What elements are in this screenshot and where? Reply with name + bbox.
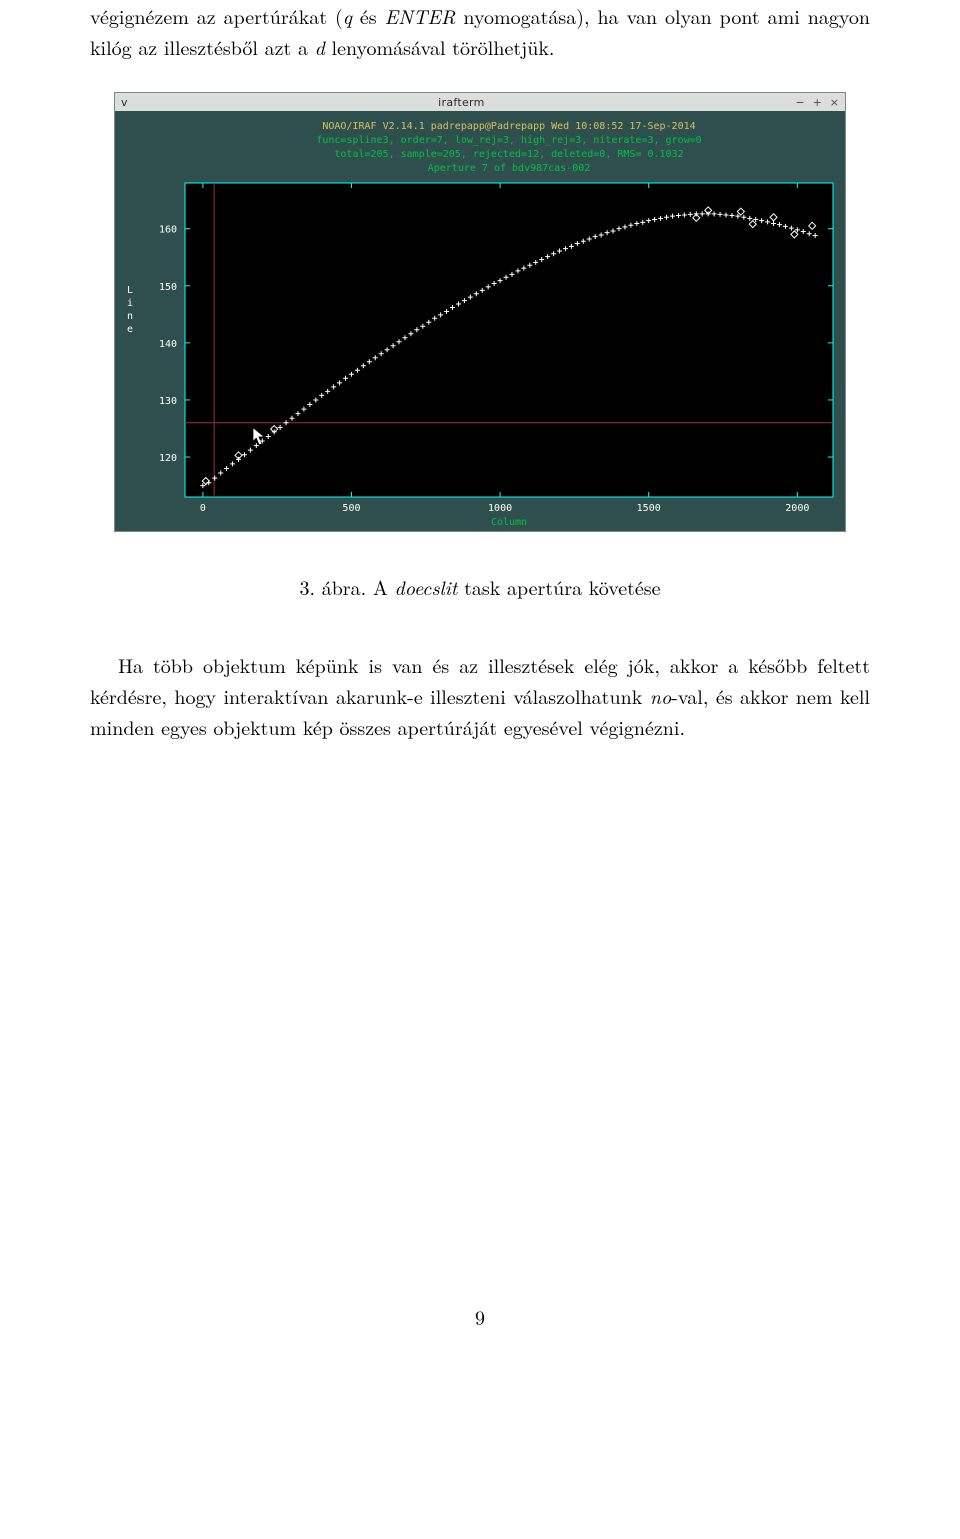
svg-text:120: 120: [159, 453, 177, 464]
svg-text:160: 160: [159, 225, 177, 236]
iraf-plot: NOAO/IRAF V2.14.1 padrepapp@Padrepapp We…: [115, 111, 845, 531]
svg-text:L: L: [127, 285, 133, 296]
window-title: irafterm: [128, 96, 796, 109]
svg-text:150: 150: [159, 282, 177, 293]
svg-text:i: i: [127, 298, 133, 309]
svg-text:140: 140: [159, 339, 177, 350]
svg-text:130: 130: [159, 396, 177, 407]
svg-text:500: 500: [342, 503, 360, 514]
figure-caption: 3. ábra. A doecslit task apertúra követé…: [90, 572, 870, 601]
page-number: 9: [90, 1302, 870, 1331]
body-text-top: végignézem az apertúrákat (q és ENTER ny…: [90, 0, 870, 62]
svg-text:Aperture 7 of bdv987cas-002: Aperture 7 of bdv987cas-002: [428, 163, 591, 174]
close-icon[interactable]: ×: [830, 96, 839, 109]
svg-text:2000: 2000: [785, 503, 809, 514]
svg-text:NOAO/IRAF V2.14.1 padrepapp@Pa: NOAO/IRAF V2.14.1 padrepapp@Padrepapp We…: [322, 121, 695, 132]
svg-text:1000: 1000: [488, 503, 512, 514]
svg-text:e: e: [127, 324, 133, 335]
window-titlebar: v irafterm − + ×: [115, 93, 845, 111]
svg-text:0: 0: [200, 503, 206, 514]
irafterm-window: v irafterm − + × NOAO/IRAF V2.14.1 padre…: [114, 92, 846, 532]
body-text-bottom: Ha több objektum képünk is van és az ill…: [90, 649, 870, 742]
svg-text:total=205, sample=205, rejecte: total=205, sample=205, rejected=12, dele…: [334, 149, 683, 160]
svg-text:1500: 1500: [637, 503, 661, 514]
maximize-icon[interactable]: +: [813, 96, 822, 109]
minimize-icon[interactable]: −: [795, 96, 804, 109]
plot-area: NOAO/IRAF V2.14.1 padrepapp@Padrepapp We…: [115, 111, 845, 531]
svg-text:Column: Column: [491, 517, 527, 528]
figure: v irafterm − + × NOAO/IRAF V2.14.1 padre…: [90, 92, 870, 532]
svg-text:n: n: [127, 311, 133, 322]
svg-text:func=spline3, order=7, low_rej: func=spline3, order=7, low_rej=3, high_r…: [316, 135, 701, 146]
